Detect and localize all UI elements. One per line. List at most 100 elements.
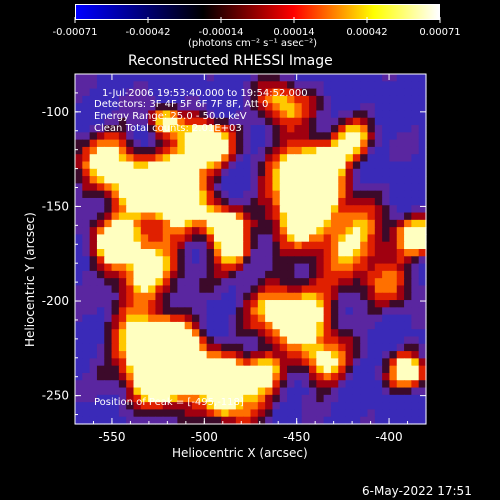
heatmap-cell bbox=[228, 168, 237, 177]
heatmap-cell bbox=[118, 117, 127, 126]
heatmap-cell bbox=[250, 212, 259, 221]
heatmap-cell bbox=[257, 103, 266, 112]
heatmap-cell bbox=[396, 139, 405, 148]
heatmap-cell bbox=[316, 380, 325, 389]
heatmap-cell bbox=[235, 256, 244, 265]
heatmap-cell bbox=[206, 380, 215, 389]
heatmap-cell bbox=[170, 95, 178, 104]
heatmap-cell bbox=[330, 416, 339, 425]
heatmap-cell bbox=[323, 372, 332, 381]
heatmap-cell bbox=[243, 321, 252, 330]
heatmap-cell bbox=[418, 380, 427, 389]
heatmap-cell bbox=[192, 256, 200, 265]
heatmap-cell bbox=[374, 161, 383, 170]
heatmap-cell bbox=[162, 263, 171, 272]
heatmap-cell bbox=[257, 219, 266, 228]
heatmap-cell bbox=[418, 88, 427, 97]
heatmap-cell bbox=[389, 154, 398, 163]
heatmap-cell bbox=[177, 402, 186, 411]
heatmap-cell bbox=[272, 103, 281, 112]
heatmap-cell bbox=[323, 336, 332, 345]
heatmap-cell bbox=[374, 190, 383, 199]
heatmap-cell bbox=[192, 241, 200, 250]
colorbar-tick-label: 0.00071 bbox=[419, 27, 460, 38]
heatmap-cell bbox=[199, 190, 208, 199]
heatmap-cell bbox=[206, 205, 215, 214]
heatmap-cell bbox=[374, 212, 383, 221]
heatmap-cell bbox=[177, 256, 186, 265]
heatmap-cell bbox=[126, 278, 135, 287]
heatmap-cell bbox=[272, 183, 281, 192]
heatmap-cell bbox=[323, 205, 332, 214]
heatmap-cell bbox=[367, 402, 376, 411]
heatmap-cell bbox=[301, 132, 310, 141]
heatmap-cell bbox=[243, 219, 252, 228]
heatmap-cell bbox=[235, 329, 244, 338]
heatmap-cell bbox=[287, 88, 295, 97]
heatmap-cell bbox=[184, 292, 193, 301]
heatmap-cell bbox=[184, 329, 193, 338]
heatmap-cell bbox=[360, 402, 369, 411]
heatmap-cell bbox=[272, 270, 281, 279]
heatmap-cell bbox=[287, 197, 295, 206]
heatmap-cell bbox=[352, 409, 361, 418]
heatmap-cell bbox=[140, 81, 149, 90]
heatmap-cell bbox=[118, 132, 127, 141]
heatmap-cell bbox=[279, 351, 288, 359]
heatmap-cell bbox=[382, 285, 391, 294]
heatmap-cell bbox=[265, 161, 274, 170]
heatmap-cell bbox=[82, 256, 91, 265]
heatmap-cell bbox=[206, 103, 215, 112]
heatmap-cell bbox=[279, 168, 288, 177]
heatmap-cell bbox=[367, 103, 376, 112]
heatmap-cell bbox=[126, 409, 135, 418]
heatmap-cell bbox=[411, 256, 420, 265]
heatmap-cell bbox=[257, 168, 266, 177]
heatmap-cell bbox=[155, 351, 164, 359]
heatmap-cell bbox=[367, 125, 376, 133]
heatmap-cell bbox=[243, 409, 252, 418]
heatmap-cell bbox=[221, 314, 230, 323]
heatmap-cell bbox=[301, 336, 310, 345]
heatmap-cell bbox=[257, 110, 266, 119]
heatmap-cell bbox=[330, 219, 339, 228]
heatmap-cell bbox=[250, 416, 259, 425]
heatmap-cell bbox=[389, 278, 398, 287]
heatmap-cell bbox=[316, 74, 325, 82]
heatmap-cell bbox=[374, 402, 383, 411]
heatmap-cell bbox=[294, 321, 303, 330]
heatmap-cell bbox=[184, 416, 193, 425]
heatmap-cell bbox=[250, 278, 259, 287]
heatmap-cell bbox=[111, 74, 120, 82]
heatmap-cell bbox=[330, 146, 339, 155]
heatmap-cell bbox=[330, 183, 339, 192]
heatmap-cell bbox=[170, 117, 178, 126]
heatmap-cell bbox=[162, 176, 171, 184]
heatmap-cell bbox=[265, 132, 274, 141]
heatmap-cell bbox=[404, 394, 412, 403]
heatmap-cell bbox=[243, 394, 252, 403]
heatmap-cell bbox=[213, 307, 222, 316]
heatmap-cell bbox=[243, 416, 252, 425]
heatmap-cell bbox=[389, 380, 398, 389]
heatmap-cell bbox=[206, 154, 215, 163]
heatmap-cell bbox=[118, 263, 127, 272]
heatmap-cell bbox=[140, 212, 149, 221]
heatmap-cell bbox=[367, 343, 376, 352]
heatmap-cell bbox=[170, 416, 178, 425]
heatmap-cell bbox=[287, 249, 295, 257]
heatmap-cell bbox=[287, 161, 295, 170]
heatmap-cell bbox=[89, 372, 98, 381]
heatmap-cell bbox=[140, 74, 149, 82]
heatmap-cell bbox=[126, 380, 135, 389]
heatmap-cell bbox=[140, 205, 149, 214]
heatmap-cell bbox=[118, 241, 127, 250]
heatmap-cell bbox=[287, 300, 295, 308]
heatmap-cell bbox=[221, 307, 230, 316]
heatmap-cell bbox=[228, 219, 237, 228]
heatmap-cell bbox=[213, 285, 222, 294]
heatmap-cell bbox=[309, 278, 317, 287]
heatmap-cell bbox=[133, 176, 142, 184]
heatmap-cell bbox=[352, 416, 361, 425]
heatmap-cell bbox=[272, 241, 281, 250]
